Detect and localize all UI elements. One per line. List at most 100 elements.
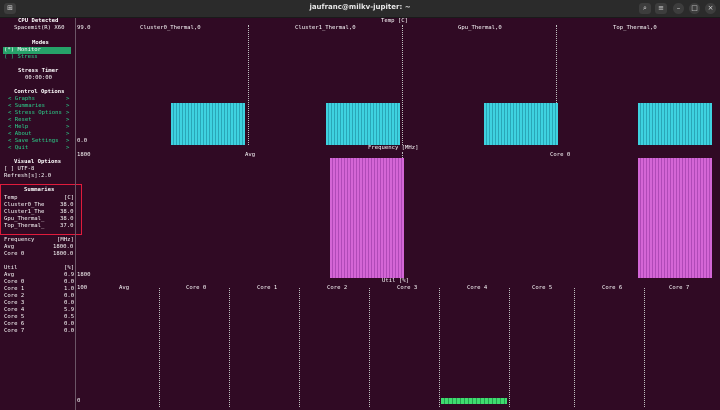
util-column-label: Core 5 <box>532 285 553 291</box>
terminal-area[interactable]: CPU Detected Spacemit(R) X60 Modes (*) M… <box>0 18 720 410</box>
utf8-checkbox[interactable]: [ ] UTF-8 <box>4 166 35 172</box>
minimize-button[interactable]: – <box>673 3 684 14</box>
util-column-label: Core 2 <box>327 285 348 291</box>
summary-row-value: 1.0 <box>64 286 75 292</box>
new-tab-button[interactable]: ⊞ <box>4 3 16 14</box>
menu-arrow: > <box>66 138 70 144</box>
temp-column-label: Cluster0_Thermal,0 <box>140 25 201 31</box>
cpu-detected-label: CPU Detected <box>18 18 59 24</box>
util-column-label: Core 4 <box>467 285 488 291</box>
graph-divider <box>644 288 645 407</box>
summary-row-label: Core 3 <box>4 300 25 306</box>
mode-stress-radio[interactable]: ( ) Stress <box>4 54 38 60</box>
mode-monitor-label: (*) Monitor <box>3 47 71 54</box>
frequency-bar <box>330 158 404 278</box>
util-column-label: Core 6 <box>602 285 623 291</box>
graph-divider <box>439 288 440 407</box>
temp-graph-ymin: 0.0 <box>77 138 88 144</box>
menu-arrow: > <box>66 131 70 137</box>
graph-divider <box>229 288 230 407</box>
menu-item-stress-options[interactable]: < Stress Options <box>8 110 62 116</box>
summary-row-value: 0.0 <box>64 328 75 334</box>
mode-monitor-radio[interactable]: (*) Monitor <box>3 47 71 54</box>
temp-graph-title: Temp [C] <box>381 18 408 24</box>
util-column-label: Core 7 <box>669 285 690 291</box>
search-button[interactable]: ⌕ <box>639 3 651 14</box>
summary-row-value: 38.0 <box>60 209 74 215</box>
frequency-column-label: Avg <box>245 152 256 158</box>
util-summary-header: Util <box>4 265 18 271</box>
cpu-name: Spacemit(R) X60 <box>14 25 65 31</box>
summary-row-label: Cluster1_The <box>4 209 45 215</box>
summary-row-label: Core 7 <box>4 328 25 334</box>
menu-button[interactable]: ≡ <box>655 3 667 14</box>
frequency-graph-ymin: 1800 <box>77 272 91 278</box>
graph-divider <box>556 25 557 145</box>
summary-row-label: Top_Thermal_ <box>4 223 45 229</box>
graph-divider <box>402 25 403 145</box>
frequency-graph-ymax: 1800 <box>77 152 91 158</box>
frequency-graph-title: Frequency [MHz] <box>368 145 419 151</box>
graph-divider <box>369 288 370 407</box>
summary-row-label: Gpu_Thermal_ <box>4 216 45 222</box>
stress-timer-value: 00:00:00 <box>25 75 52 81</box>
summary-row-value: 0.9 <box>64 272 75 278</box>
summary-row-label: Avg <box>4 244 15 250</box>
summary-row-value: 1800.0 <box>53 244 74 250</box>
menu-item-help[interactable]: < Help <box>8 124 29 130</box>
menu-arrow: > <box>66 110 70 116</box>
graph-divider <box>248 25 249 145</box>
summaries-label: Summaries <box>24 187 55 193</box>
close-button[interactable]: × <box>705 3 716 14</box>
menu-arrow: > <box>66 117 70 123</box>
modes-label: Modes <box>32 40 49 46</box>
util-graph-title: Util [%] <box>382 278 409 284</box>
temp-summary-unit: [C] <box>64 195 75 201</box>
frequency-bar <box>638 158 712 278</box>
menu-item-graphs[interactable]: < Graphs <box>8 96 35 102</box>
summary-row-value: 1800.0 <box>53 251 74 257</box>
freq-summary-unit: [MHz] <box>57 237 74 243</box>
summary-row-label: Core 5 <box>4 314 25 320</box>
temp-column-label: Gpu_Thermal,0 <box>458 25 502 31</box>
util-bar-core-4 <box>441 398 507 404</box>
temp-bar <box>638 103 712 145</box>
summary-row-label: Core 1 <box>4 286 25 292</box>
summary-row-value: 0.5 <box>64 314 75 320</box>
summary-row-value: 38.0 <box>60 202 74 208</box>
visual-options-label: Visual Options <box>14 159 62 165</box>
freq-summary-header: Frequency <box>4 237 35 243</box>
temp-column-label: Top_Thermal,0 <box>613 25 657 31</box>
summary-row-value: 0.0 <box>64 300 75 306</box>
summary-row-label: Core 6 <box>4 321 25 327</box>
menu-item-quit[interactable]: < Quit <box>8 145 29 151</box>
temp-bar <box>171 103 245 145</box>
menu-item-save-settings[interactable]: < Save Settings <box>8 138 59 144</box>
summary-row-value: 37.0 <box>60 223 74 229</box>
summary-row-label: Core 4 <box>4 307 25 313</box>
window-titlebar: ⊞ jaufranc@milkv-jupiter: ~ ⌕ ≡ – □ × <box>0 0 720 18</box>
summary-row-label: Core 0 <box>4 279 25 285</box>
menu-item-about[interactable]: < About <box>8 131 32 137</box>
temp-graph-ymax: 99.0 <box>77 25 91 31</box>
menu-item-reset[interactable]: < Reset <box>8 117 32 123</box>
graph-divider <box>299 288 300 407</box>
summary-row-value: 5.9 <box>64 307 75 313</box>
frequency-column-label: Core 0 <box>550 152 571 158</box>
refresh-field[interactable]: Refresh[s]:2.0 <box>4 173 52 179</box>
menu-arrow: > <box>66 124 70 130</box>
summary-row-value: 0.0 <box>64 279 75 285</box>
util-column-label: Avg <box>119 285 130 291</box>
summary-row-label: Core 2 <box>4 293 25 299</box>
window-title: jaufranc@milkv-jupiter: ~ <box>309 3 411 11</box>
temp-summary-header: Temp <box>4 195 18 201</box>
menu-item-summaries[interactable]: < Summaries <box>8 103 46 109</box>
summary-row-value: 0.0 <box>64 293 75 299</box>
util-column-label: Core 0 <box>186 285 207 291</box>
graph-divider <box>509 288 510 407</box>
stress-timer-label: Stress Timer <box>18 68 59 74</box>
temp-bar <box>484 103 558 145</box>
maximize-button[interactable]: □ <box>689 3 700 14</box>
graph-divider <box>574 288 575 407</box>
summary-row-value: 0.0 <box>64 321 75 327</box>
